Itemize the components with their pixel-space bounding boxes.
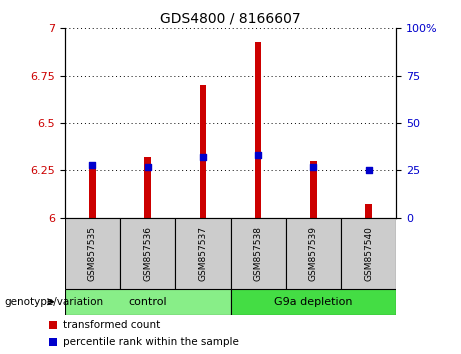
Bar [65, 289, 230, 315]
Bar [255, 41, 261, 218]
Point [144, 164, 151, 170]
Bar [120, 218, 175, 289]
Text: GSM857535: GSM857535 [88, 225, 97, 281]
Bar [200, 85, 206, 218]
Point [89, 162, 96, 167]
Text: transformed count: transformed count [63, 320, 160, 330]
Bar [366, 205, 372, 218]
Text: GSM857539: GSM857539 [309, 225, 318, 281]
Bar [230, 218, 286, 289]
Bar [230, 289, 396, 315]
Text: percentile rank within the sample: percentile rank within the sample [63, 337, 239, 347]
Text: GSM857537: GSM857537 [198, 225, 207, 281]
Bar [65, 218, 120, 289]
Text: control: control [128, 297, 167, 307]
Bar [48, 321, 58, 329]
Bar [144, 157, 151, 218]
Text: GSM857538: GSM857538 [254, 225, 263, 281]
Text: GSM857536: GSM857536 [143, 225, 152, 281]
Title: GDS4800 / 8166607: GDS4800 / 8166607 [160, 12, 301, 26]
Point [310, 164, 317, 170]
Bar [310, 161, 317, 218]
Bar [175, 218, 230, 289]
Point [199, 154, 207, 160]
Bar [286, 218, 341, 289]
Bar [48, 338, 58, 346]
Text: GSM857540: GSM857540 [364, 225, 373, 281]
Bar [89, 169, 95, 218]
Text: G9a depletion: G9a depletion [274, 297, 353, 307]
Point [254, 152, 262, 158]
Bar [341, 218, 396, 289]
Point [365, 167, 372, 173]
Text: genotype/variation: genotype/variation [5, 297, 104, 307]
